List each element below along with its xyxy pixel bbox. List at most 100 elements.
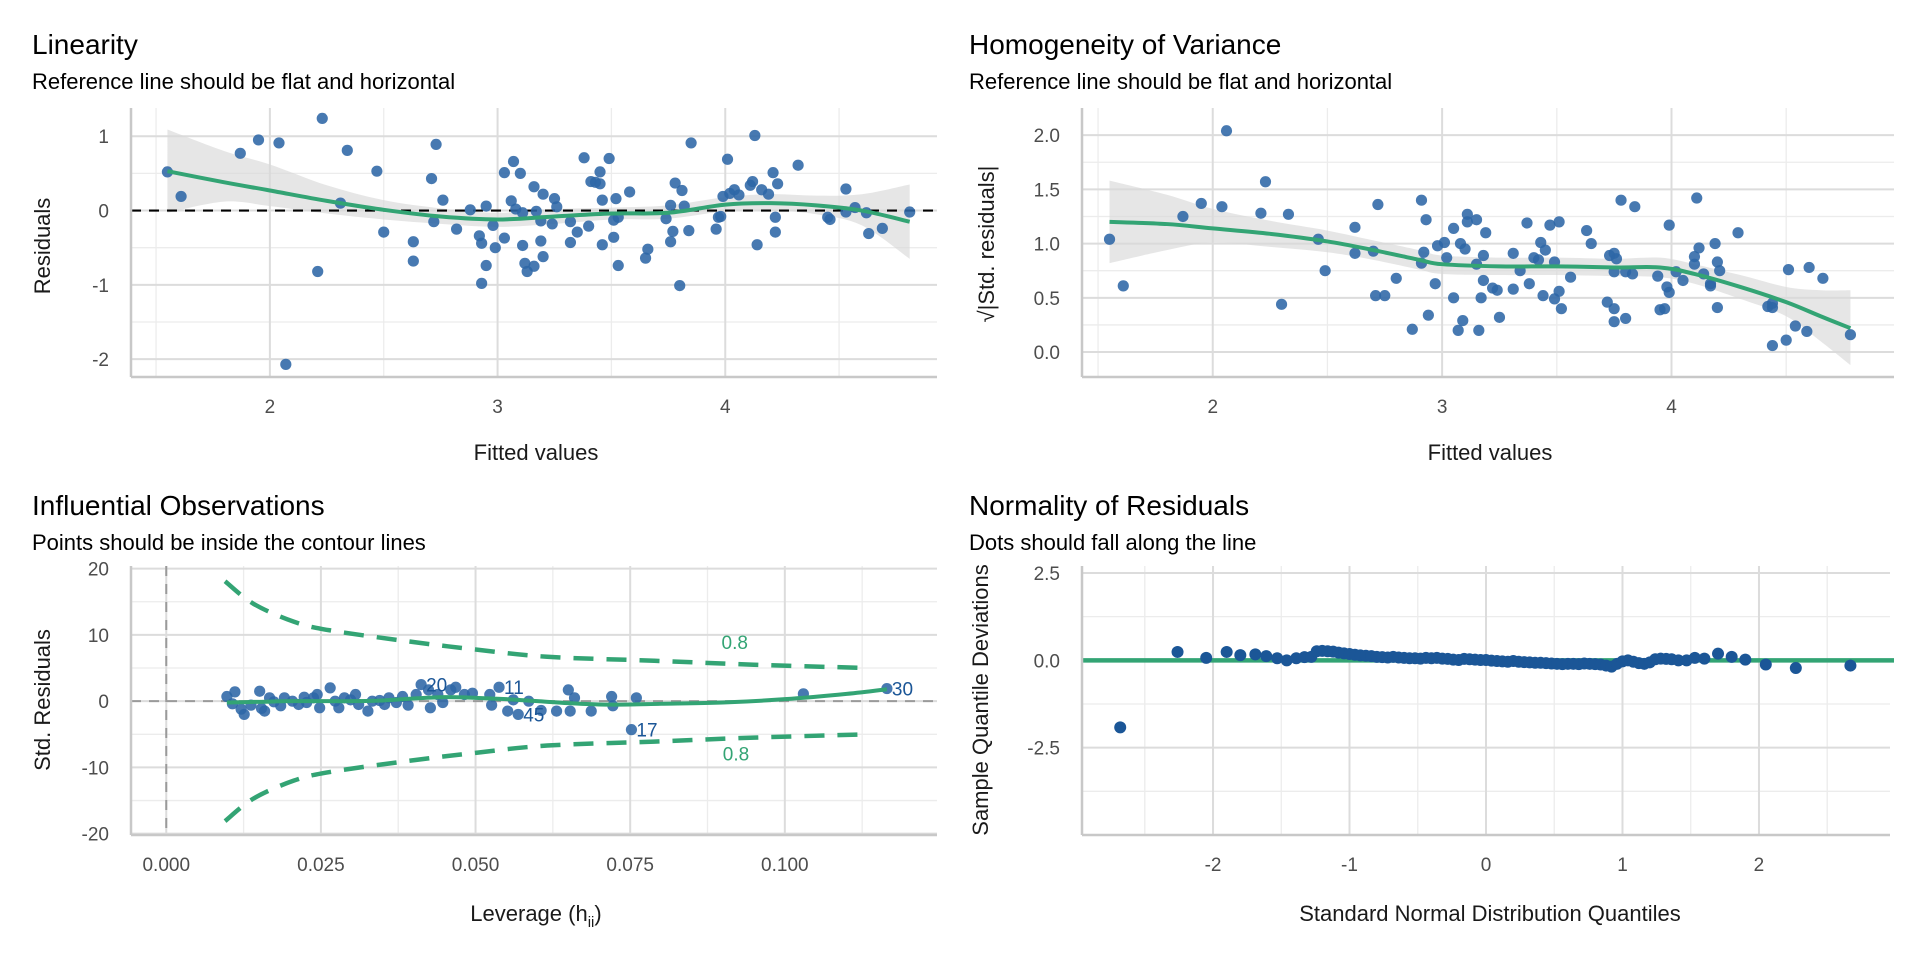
- data-point: [546, 218, 558, 230]
- point-label: 17: [636, 721, 657, 742]
- x-tick-label: 2: [265, 397, 276, 418]
- y-axis-label: Sample Quantile Deviations: [968, 564, 993, 835]
- data-point: [585, 705, 597, 717]
- data-point: [1532, 254, 1545, 266]
- data-point: [550, 705, 563, 717]
- data-point: [1844, 329, 1857, 341]
- smooth-curve: [226, 687, 888, 707]
- y-tick-label: 0.0: [1034, 651, 1060, 672]
- data-point: [665, 236, 677, 248]
- y-tick-label: 2.0: [1034, 126, 1060, 147]
- x-axis-label-close: ): [594, 901, 601, 926]
- data-point: [487, 219, 499, 232]
- data-point: [1766, 339, 1779, 352]
- x-tick-label: 0.100: [761, 855, 809, 876]
- data-point: [840, 183, 852, 195]
- grid: [1082, 566, 1890, 835]
- cooks-distance-contours: 0.8 0.8: [223, 579, 869, 823]
- y-tick-label: -2: [92, 350, 109, 371]
- x-axis-label: Leverage (hii): [470, 901, 601, 931]
- data-point: [1725, 650, 1738, 663]
- data-point: [612, 259, 624, 272]
- panel-homogeneity: Homogeneity of Variance Reference line s…: [969, 29, 1894, 465]
- data-point: [596, 239, 608, 251]
- data-point: [1473, 324, 1485, 336]
- data-point: [238, 708, 250, 721]
- x-tick-label: 1: [1617, 855, 1628, 876]
- confidence-band-area: [167, 129, 910, 259]
- x-tick-label: 0.000: [142, 855, 190, 876]
- data-point: [1608, 303, 1620, 315]
- panel-linearity: Linearity Reference line should be flat …: [30, 29, 937, 465]
- data-point: [528, 260, 540, 272]
- y-tick-label: 2.5: [1034, 564, 1060, 585]
- data-point: [1553, 216, 1565, 228]
- data-point: [1255, 207, 1267, 219]
- data-point: [234, 147, 246, 159]
- contour-line-upper: [223, 579, 869, 671]
- data-point: [594, 178, 606, 190]
- data-point: [1608, 316, 1620, 328]
- confidence-band-area: [1109, 180, 1851, 366]
- data-point: [630, 692, 642, 704]
- x-axis-label: Fitted values: [474, 440, 599, 465]
- data-point: [564, 705, 576, 717]
- x-tick-label: 0.050: [452, 855, 500, 876]
- data-point: [333, 702, 345, 714]
- data-point: [568, 692, 581, 704]
- data-point: [362, 705, 374, 717]
- data-point: [1688, 651, 1701, 664]
- tick-labels: -2 -1 0 1 2 -2.5 0.0 2.5: [1027, 564, 1764, 876]
- point-label: 30: [892, 680, 913, 701]
- data-point: [1491, 284, 1503, 296]
- data-point: [1652, 270, 1664, 282]
- y-axis-label: Residuals: [30, 198, 55, 295]
- data-point: [665, 199, 677, 211]
- data-point: [1379, 290, 1391, 302]
- x-tick-label: 2: [1754, 855, 1765, 876]
- data-point: [1390, 272, 1402, 284]
- data-point: [610, 193, 622, 205]
- data-point: [603, 152, 615, 165]
- axes: [129, 566, 937, 837]
- data-point: [1441, 252, 1453, 264]
- y-tick-label: 0.5: [1034, 289, 1060, 310]
- data-point: [476, 237, 488, 249]
- data-point: [749, 129, 761, 142]
- y-tick-label: 1.0: [1034, 235, 1060, 256]
- data-point: [1803, 261, 1815, 274]
- data-point: [371, 165, 383, 177]
- data-point: [667, 225, 679, 237]
- data-point: [1739, 653, 1752, 666]
- data-point: [1677, 274, 1689, 287]
- data-point: [1260, 650, 1273, 663]
- data-point: [254, 685, 266, 697]
- x-tick-label: 0.075: [606, 855, 654, 876]
- x-tick-label: -2: [1205, 855, 1222, 876]
- data-point: [349, 688, 362, 701]
- data-point: [530, 205, 542, 217]
- data-point: [1817, 272, 1829, 284]
- data-point: [710, 223, 722, 235]
- contour-label: 0.8: [723, 745, 749, 766]
- data-point: [1216, 201, 1228, 213]
- data-point: [1663, 286, 1675, 298]
- data-point: [1195, 197, 1207, 210]
- data-point: [1457, 314, 1469, 327]
- data-point: [1620, 312, 1632, 325]
- data-point: [1585, 237, 1597, 250]
- data-point: [769, 226, 781, 238]
- data-point: [1114, 721, 1127, 734]
- data-point: [1782, 264, 1795, 276]
- data-point: [437, 194, 449, 206]
- x-axis-label: Fitted values: [1428, 440, 1553, 465]
- point-label: 11: [504, 678, 524, 699]
- data-point: [625, 724, 638, 736]
- data-point: [1372, 198, 1384, 211]
- smooth-line: [226, 687, 888, 707]
- data-point: [824, 213, 836, 226]
- data-point: [904, 206, 916, 218]
- data-point: [1177, 210, 1189, 223]
- axes: [1080, 566, 1890, 837]
- y-axis-label: Std. Residuals: [30, 629, 55, 771]
